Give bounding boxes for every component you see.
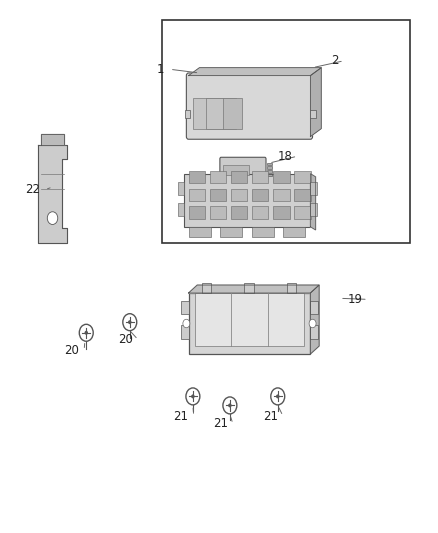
Bar (188, 189, 205, 201)
Bar (181, 326, 188, 339)
Bar (223, 165, 250, 175)
Circle shape (47, 212, 58, 224)
Bar (294, 206, 311, 219)
Bar (188, 227, 211, 237)
Bar (252, 227, 274, 237)
Bar (252, 206, 268, 219)
Circle shape (129, 321, 131, 324)
Circle shape (85, 332, 87, 334)
Bar (206, 98, 237, 128)
FancyBboxPatch shape (186, 73, 313, 139)
Bar (294, 189, 311, 201)
Bar (273, 206, 290, 219)
Bar (273, 171, 290, 183)
Bar (230, 206, 247, 219)
Text: 1: 1 (157, 63, 165, 76)
Bar (311, 301, 318, 314)
Text: 21: 21 (173, 409, 188, 423)
Bar (283, 227, 305, 237)
Bar (287, 284, 297, 293)
Bar (188, 206, 205, 219)
Bar (184, 174, 311, 227)
Bar (267, 166, 272, 169)
Bar (209, 171, 226, 183)
Polygon shape (311, 68, 321, 136)
Text: 18: 18 (277, 150, 292, 163)
Bar (195, 293, 304, 346)
Bar (311, 182, 317, 195)
Bar (252, 189, 268, 201)
Bar (162, 20, 410, 243)
Bar (230, 171, 247, 183)
Bar (209, 189, 226, 201)
Bar (311, 203, 317, 216)
Bar (252, 171, 268, 183)
Bar (267, 163, 272, 165)
Bar (220, 227, 242, 237)
Polygon shape (311, 174, 316, 230)
Bar (178, 182, 184, 195)
Bar (294, 171, 311, 183)
Text: 2: 2 (331, 54, 339, 67)
Bar (244, 284, 254, 293)
Text: 22: 22 (25, 183, 40, 196)
Bar (193, 98, 223, 128)
Bar (201, 284, 211, 293)
Text: 20: 20 (118, 333, 133, 346)
Bar (230, 189, 247, 201)
Bar (209, 206, 226, 219)
Bar (223, 98, 242, 128)
Circle shape (183, 319, 190, 328)
Text: 21: 21 (213, 417, 228, 431)
Text: 21: 21 (263, 409, 278, 423)
Polygon shape (311, 285, 319, 354)
Bar (311, 326, 318, 339)
Polygon shape (41, 134, 64, 144)
Circle shape (229, 404, 231, 407)
Bar (267, 170, 272, 173)
Bar (188, 171, 205, 183)
FancyBboxPatch shape (220, 157, 266, 181)
Bar (181, 301, 188, 314)
Bar (185, 110, 190, 118)
Bar (273, 189, 290, 201)
Circle shape (309, 319, 316, 328)
Bar (311, 110, 316, 118)
Text: 20: 20 (64, 344, 79, 357)
Bar (267, 174, 272, 176)
Bar (188, 293, 311, 354)
Polygon shape (188, 285, 319, 293)
Bar (178, 203, 184, 216)
Circle shape (192, 395, 194, 398)
Polygon shape (39, 144, 67, 243)
Circle shape (277, 395, 279, 398)
Polygon shape (188, 68, 321, 76)
Text: 19: 19 (348, 293, 363, 306)
